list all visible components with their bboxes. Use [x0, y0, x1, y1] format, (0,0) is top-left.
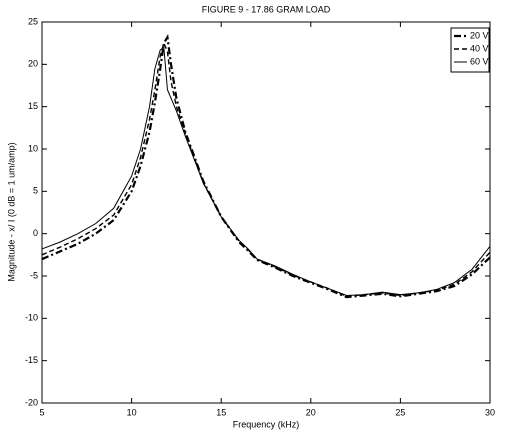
y-tick-label: -20 [25, 397, 38, 407]
legend-label: 60 V [470, 56, 489, 66]
y-tick-label: 0 [33, 228, 38, 238]
y-axis-label: Magnitude - x/ I (0 dB = 1 um/amp) [6, 142, 16, 281]
y-tick-label: 10 [28, 143, 38, 153]
plot-area [41, 21, 491, 404]
y-tick-label: -15 [25, 355, 38, 365]
legend-label: 40 V [470, 43, 489, 53]
legend-box [450, 27, 490, 73]
x-tick-label: 15 [216, 407, 226, 417]
x-tick-label: 20 [306, 407, 316, 417]
x-tick-label: 5 [39, 407, 44, 417]
y-tick-label: 20 [28, 59, 38, 69]
y-tick-label: -10 [25, 313, 38, 323]
x-tick-label: 10 [127, 407, 137, 417]
x-tick-label: 30 [485, 407, 495, 417]
y-tick-label: -5 [30, 270, 38, 280]
y-tick-label: 5 [33, 186, 38, 196]
y-tick-label: 15 [28, 101, 38, 111]
x-axis-label: Frequency (kHz) [233, 419, 300, 429]
legend-label: 20 V [470, 30, 489, 40]
y-tick-label: 25 [28, 16, 38, 26]
x-tick-label: 25 [395, 407, 405, 417]
chart-title: FIGURE 9 - 17.86 GRAM LOAD [202, 4, 331, 14]
series-line [41, 46, 491, 296]
series-line [41, 33, 491, 299]
